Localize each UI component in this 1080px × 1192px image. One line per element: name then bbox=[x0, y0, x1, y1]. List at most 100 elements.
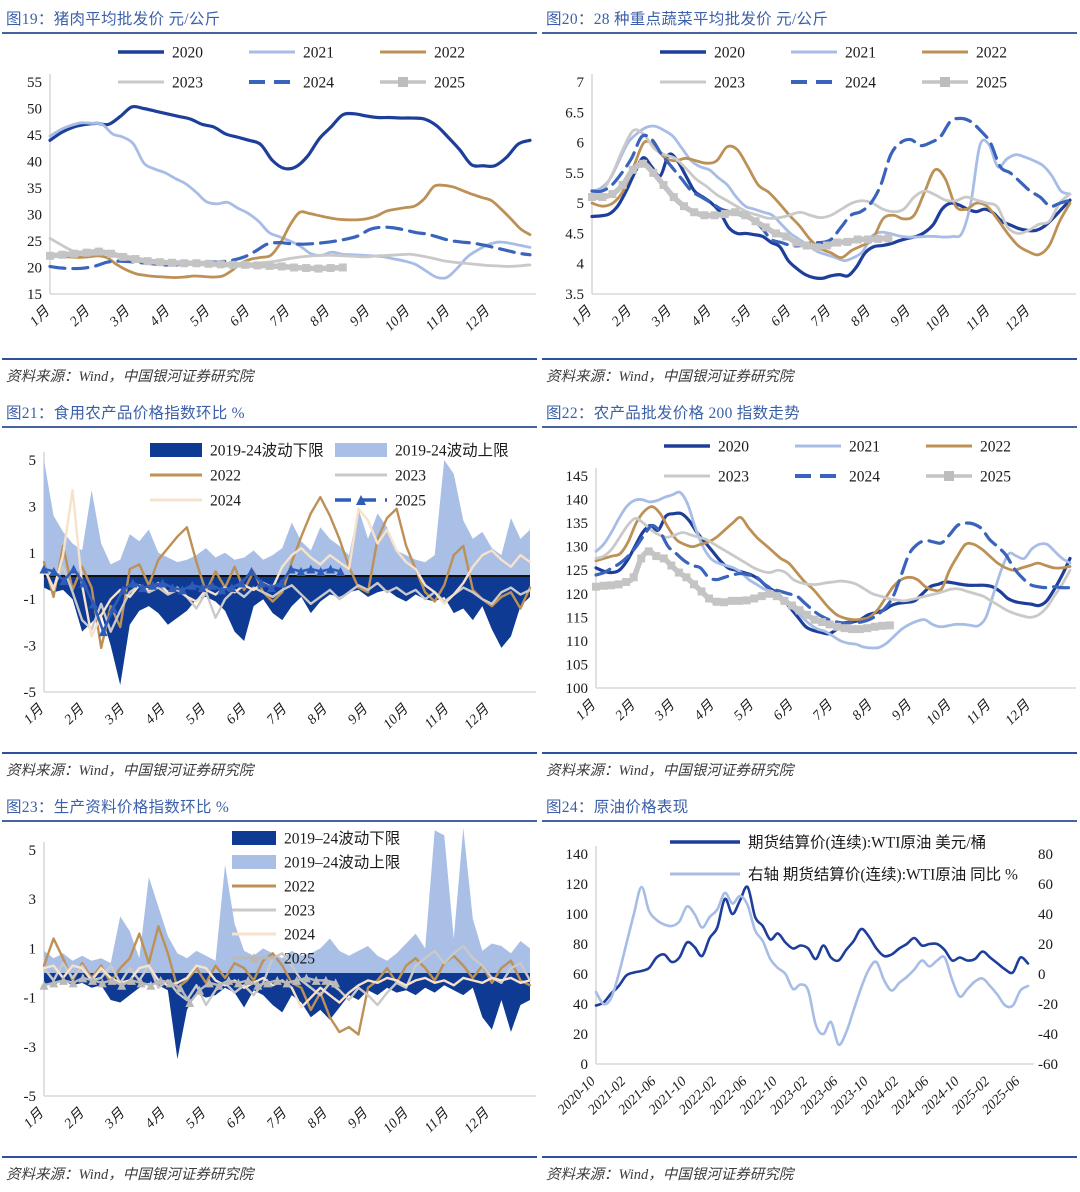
svg-text:7: 7 bbox=[577, 75, 585, 91]
svg-text:-3: -3 bbox=[24, 1040, 37, 1056]
svg-text:-5: -5 bbox=[24, 685, 37, 701]
svg-text:11月: 11月 bbox=[963, 303, 994, 334]
svg-text:7月: 7月 bbox=[808, 303, 835, 330]
svg-text:8月: 8月 bbox=[304, 1105, 331, 1132]
svg-text:40: 40 bbox=[1038, 907, 1053, 923]
svg-text:7月: 7月 bbox=[810, 697, 837, 724]
svg-text:120: 120 bbox=[566, 587, 589, 603]
svg-text:12月: 12月 bbox=[1002, 303, 1034, 335]
svg-text:130: 130 bbox=[566, 540, 589, 556]
svg-text:1月: 1月 bbox=[27, 303, 54, 330]
svg-text:60: 60 bbox=[1038, 877, 1053, 893]
title-rule bbox=[2, 820, 537, 822]
svg-text:6月: 6月 bbox=[223, 1105, 250, 1132]
svg-text:2025: 2025 bbox=[980, 469, 1011, 486]
svg-text:3.5: 3.5 bbox=[565, 287, 584, 303]
svg-text:105: 105 bbox=[566, 657, 589, 673]
svg-text:25: 25 bbox=[27, 234, 42, 250]
figure-panel-19: 图19：猪肉平均批发价 元/公斤 55 50 45 40 35 30 25 20 15 1月 2月 3… bbox=[0, 0, 540, 394]
source-note-24: 资料来源：Wind，中国银河证券研究院 bbox=[546, 1167, 794, 1183]
svg-text:4月: 4月 bbox=[691, 697, 718, 724]
source-rule bbox=[542, 358, 1077, 360]
chart-title-22: 图22：农产品批发价格 200 指数走势 bbox=[546, 405, 801, 422]
svg-text:2022: 2022 bbox=[434, 45, 465, 62]
svg-text:3: 3 bbox=[29, 892, 37, 908]
svg-text:10月: 10月 bbox=[922, 303, 954, 335]
svg-text:4.5: 4.5 bbox=[565, 226, 584, 242]
svg-text:3月: 3月 bbox=[101, 1105, 129, 1133]
svg-text:-3: -3 bbox=[24, 639, 37, 655]
svg-text:5月: 5月 bbox=[728, 303, 755, 330]
svg-text:5: 5 bbox=[577, 196, 585, 212]
svg-text:-1: -1 bbox=[24, 592, 37, 608]
svg-text:5月: 5月 bbox=[187, 303, 214, 330]
svg-text:60: 60 bbox=[573, 967, 588, 983]
svg-text:5: 5 bbox=[29, 453, 37, 469]
title-rule bbox=[542, 820, 1077, 822]
svg-text:8月: 8月 bbox=[847, 303, 874, 330]
title-rule bbox=[2, 426, 537, 428]
svg-text:2019-24波动下限: 2019-24波动下限 bbox=[210, 442, 324, 460]
svg-text:9月: 9月 bbox=[887, 303, 914, 330]
svg-text:10月: 10月 bbox=[380, 701, 412, 733]
svg-text:7月: 7月 bbox=[264, 701, 291, 728]
chart-title-21: 图21：食用农产品价格指数环比 % bbox=[6, 405, 245, 422]
figure-panel-24: 图24：原油价格表现 140 120 100 80 60 40 20 0 80 60 40 20 0 -2… bbox=[540, 788, 1080, 1192]
svg-text:12月: 12月 bbox=[1002, 697, 1034, 729]
svg-text:7月: 7月 bbox=[267, 303, 294, 330]
svg-text:100: 100 bbox=[566, 907, 589, 923]
svg-text:2020: 2020 bbox=[714, 45, 745, 62]
svg-text:3月: 3月 bbox=[101, 701, 129, 729]
svg-text:10月: 10月 bbox=[382, 303, 414, 335]
svg-text:145: 145 bbox=[566, 469, 589, 485]
source-note-20: 资料来源：Wind，中国银河证券研究院 bbox=[546, 369, 794, 385]
svg-text:115: 115 bbox=[566, 610, 588, 626]
svg-text:9月: 9月 bbox=[345, 701, 372, 728]
source-rule bbox=[542, 752, 1077, 754]
svg-text:4月: 4月 bbox=[142, 1105, 169, 1132]
svg-text:140: 140 bbox=[566, 493, 589, 509]
svg-text:2020: 2020 bbox=[172, 45, 203, 62]
svg-text:2024: 2024 bbox=[284, 927, 315, 944]
svg-text:4月: 4月 bbox=[147, 303, 174, 330]
svg-text:1: 1 bbox=[29, 941, 37, 957]
svg-text:20: 20 bbox=[27, 261, 42, 277]
svg-text:3月: 3月 bbox=[651, 697, 679, 725]
svg-text:2020: 2020 bbox=[718, 439, 749, 456]
svg-text:2019–24波动下限: 2019–24波动下限 bbox=[284, 830, 400, 848]
svg-text:-5: -5 bbox=[24, 1089, 37, 1105]
svg-text:40: 40 bbox=[573, 997, 588, 1013]
svg-text:11月: 11月 bbox=[422, 303, 453, 334]
svg-text:-60: -60 bbox=[1038, 1057, 1058, 1073]
svg-text:140: 140 bbox=[566, 847, 589, 863]
svg-text:20: 20 bbox=[1038, 937, 1053, 953]
figure-panel-21: 图21：食用农产品价格指数环比 % 5 3 1 -1 -3 -5 1月 2月 3月 4月 5月 6月 7… bbox=[0, 394, 540, 788]
svg-text:右轴 期货结算价(连续):WTI原油 同比 %: 右轴 期货结算价(连续):WTI原油 同比 % bbox=[748, 865, 1018, 884]
chart-title-23: 图23：生产资料价格指数环比 % bbox=[6, 799, 230, 816]
svg-text:7月: 7月 bbox=[264, 1105, 291, 1132]
svg-text:2月: 2月 bbox=[608, 303, 635, 330]
svg-text:3月: 3月 bbox=[648, 303, 676, 331]
svg-text:5.5: 5.5 bbox=[565, 166, 584, 182]
svg-text:3月: 3月 bbox=[106, 303, 134, 331]
svg-text:35: 35 bbox=[27, 181, 42, 197]
svg-text:2022: 2022 bbox=[210, 468, 241, 485]
svg-text:1月: 1月 bbox=[21, 1105, 48, 1132]
svg-text:110: 110 bbox=[566, 634, 588, 650]
svg-text:6月: 6月 bbox=[768, 303, 795, 330]
title-rule bbox=[542, 32, 1077, 34]
svg-text:2月: 2月 bbox=[61, 1105, 88, 1132]
svg-text:125: 125 bbox=[566, 563, 589, 579]
svg-text:2019-24波动上限: 2019-24波动上限 bbox=[395, 442, 509, 460]
svg-text:1月: 1月 bbox=[573, 697, 600, 724]
svg-text:2024: 2024 bbox=[849, 469, 880, 486]
svg-text:45: 45 bbox=[27, 128, 42, 144]
svg-text:12月: 12月 bbox=[461, 1105, 493, 1137]
svg-text:0: 0 bbox=[1038, 967, 1046, 983]
svg-text:2022: 2022 bbox=[284, 879, 315, 896]
svg-text:6.5: 6.5 bbox=[565, 105, 584, 121]
svg-text:5月: 5月 bbox=[183, 1105, 210, 1132]
svg-text:2019–24波动上限: 2019–24波动上限 bbox=[284, 854, 400, 872]
svg-text:-1: -1 bbox=[24, 991, 37, 1007]
